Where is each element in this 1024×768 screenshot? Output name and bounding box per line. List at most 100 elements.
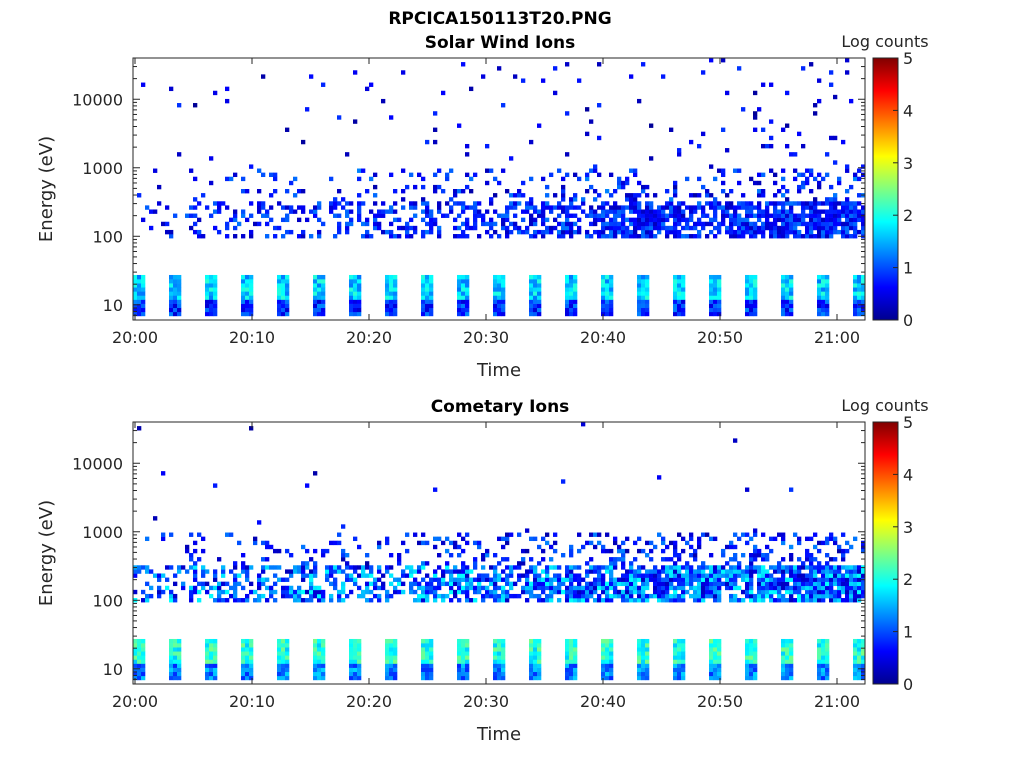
spectrogram-cell <box>317 598 322 603</box>
spectrogram-cell <box>733 209 738 214</box>
spectrogram-cell <box>545 565 550 570</box>
spectrogram-cell <box>845 589 850 595</box>
spectrogram-cell <box>381 213 386 218</box>
spectrogram-cell <box>513 201 518 206</box>
spectrogram-cell <box>389 209 394 214</box>
spectrogram-cell <box>177 283 182 288</box>
spectrogram-cell <box>249 299 254 304</box>
spectrogram-cell <box>753 647 758 652</box>
spectrogram-cell <box>317 283 322 288</box>
spectrogram-cell <box>709 647 714 652</box>
spectrogram-cell <box>357 287 362 292</box>
spectrogram-cell <box>641 307 646 313</box>
spectrogram-cell <box>361 234 366 239</box>
spectrogram-cell <box>345 593 350 599</box>
spectrogram-cell <box>781 540 786 546</box>
spectrogram-cell <box>301 589 306 595</box>
spectrogram-cell <box>781 638 786 644</box>
spectrogram-cell <box>845 565 850 570</box>
spectrogram-cell <box>493 279 498 284</box>
spectrogram-cell <box>141 565 146 570</box>
spectrogram-cell <box>645 598 650 603</box>
spectrogram-cell <box>317 585 322 591</box>
spectrogram-cell <box>641 675 646 681</box>
spectrogram-cell <box>285 671 290 677</box>
spectrogram-cell <box>597 172 602 178</box>
spectrogram-cell <box>845 225 850 231</box>
spectrogram-cell <box>805 221 810 227</box>
spectrogram-cell <box>133 647 138 652</box>
spectrogram-cell <box>753 299 758 304</box>
spectrogram-cell <box>281 217 286 223</box>
spectrogram-cell <box>809 553 814 558</box>
spectrogram-cell <box>461 299 466 304</box>
spectrogram-cell <box>521 193 526 198</box>
spectrogram-cell <box>233 213 238 218</box>
spectrogram-cell <box>565 569 570 574</box>
spectrogram-cell <box>525 581 530 587</box>
spectrogram-cell <box>713 565 718 570</box>
spectrogram-cell <box>469 225 474 231</box>
spectrogram-cell <box>617 229 622 235</box>
spectrogram-cell <box>337 532 342 537</box>
spectrogram-cell <box>461 667 466 673</box>
spectrogram-cell <box>241 659 246 664</box>
spectrogram-cell <box>845 577 850 582</box>
spectrogram-cell <box>209 156 214 161</box>
spectrogram-cell <box>277 638 282 644</box>
spectrogram-cell <box>853 577 858 582</box>
spectrogram-cell <box>821 291 826 296</box>
spectrogram-cell <box>689 553 694 558</box>
spectrogram-cell <box>365 217 370 223</box>
spectrogram-cell <box>537 287 542 292</box>
spectrogram-cell <box>765 577 770 582</box>
spectrogram-cell <box>317 675 322 681</box>
spectrogram-cell <box>661 205 666 210</box>
x-tick-label: 20:20 <box>346 692 392 711</box>
spectrogram-cell <box>349 283 354 288</box>
spectrogram-cell <box>761 532 766 537</box>
spectrogram-cell <box>601 548 606 554</box>
spectrogram-cell <box>717 663 722 668</box>
spectrogram-cell <box>441 569 446 574</box>
spectrogram-cell <box>421 279 426 284</box>
spectrogram-cell <box>553 573 558 578</box>
spectrogram-cell <box>253 598 258 603</box>
spectrogram-cell <box>833 205 838 210</box>
spectrogram-cell <box>805 553 810 558</box>
spectrogram-cell <box>293 176 298 182</box>
spectrogram-cell <box>173 667 178 673</box>
spectrogram-cell <box>425 598 430 603</box>
spectrogram-cell <box>745 311 750 317</box>
spectrogram-cell <box>813 197 818 202</box>
spectrogram-cell <box>673 671 678 677</box>
spectrogram-cell <box>169 671 174 677</box>
spectrogram-cell <box>537 577 542 582</box>
spectrogram-cell <box>233 561 238 566</box>
spectrogram-cell <box>785 283 790 288</box>
spectrogram-cell <box>529 299 534 304</box>
spectrogram-cell <box>777 593 782 599</box>
spectrogram-cell <box>609 229 614 235</box>
spectrogram-cell <box>609 307 614 313</box>
spectrogram-cell <box>661 217 666 223</box>
spectrogram-cell <box>689 581 694 587</box>
spectrogram-cell <box>769 581 774 587</box>
spectrogram-cell <box>825 152 830 157</box>
spectrogram-cell <box>681 295 686 300</box>
spectrogram-cell <box>673 274 678 280</box>
spectrogram-cell <box>841 201 846 206</box>
spectrogram-cell <box>385 274 390 280</box>
spectrogram-cell <box>849 221 854 227</box>
spectrogram-cell <box>425 213 430 218</box>
spectrogram-cell <box>677 565 682 570</box>
spectrogram-cell <box>717 279 722 284</box>
spectrogram-cell <box>605 201 610 206</box>
spectrogram-cell <box>637 647 642 652</box>
spectrogram-cell <box>265 557 270 562</box>
spectrogram-cell <box>281 577 286 582</box>
spectrogram-cell <box>621 229 626 235</box>
spectrogram-cell <box>505 532 510 537</box>
spectrogram-cell <box>425 299 430 304</box>
spectrogram-cell <box>281 279 286 284</box>
